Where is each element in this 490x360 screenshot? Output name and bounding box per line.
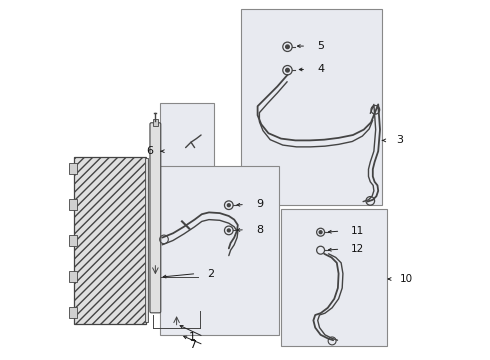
Bar <box>242 9 382 205</box>
Bar <box>153 119 157 126</box>
Text: 3: 3 <box>396 135 403 145</box>
Circle shape <box>286 68 289 72</box>
Bar <box>69 235 76 246</box>
Circle shape <box>319 231 322 234</box>
Text: 8: 8 <box>256 225 263 235</box>
Bar <box>69 163 76 174</box>
Text: 2: 2 <box>207 269 214 279</box>
Bar <box>160 103 215 187</box>
Circle shape <box>286 45 289 49</box>
Text: 12: 12 <box>351 244 365 254</box>
Text: 10: 10 <box>400 274 413 284</box>
Bar <box>160 166 279 335</box>
Text: 7: 7 <box>189 340 196 350</box>
FancyBboxPatch shape <box>150 123 161 313</box>
Bar <box>69 307 76 318</box>
Text: 4: 4 <box>317 64 324 75</box>
Text: 1: 1 <box>189 332 196 342</box>
Bar <box>145 158 148 322</box>
Bar <box>74 157 146 324</box>
Text: 5: 5 <box>317 41 324 51</box>
Circle shape <box>227 204 230 207</box>
Bar <box>69 271 76 282</box>
Text: 11: 11 <box>351 226 365 236</box>
Bar <box>281 209 387 346</box>
Text: 9: 9 <box>256 199 263 210</box>
Text: 6: 6 <box>146 146 153 156</box>
Circle shape <box>227 229 230 232</box>
Bar <box>69 199 76 210</box>
